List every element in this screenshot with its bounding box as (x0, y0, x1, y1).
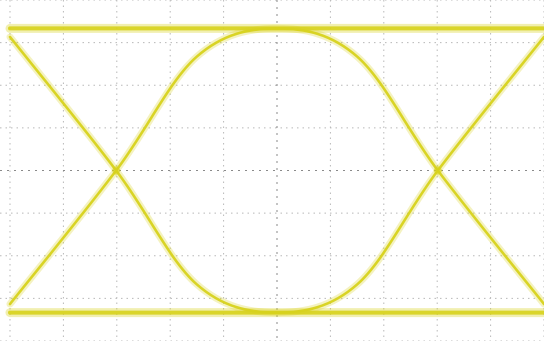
rising-falling-transition-trace (6, 24, 544, 308)
eye-traces (5, 23, 544, 318)
eye-crossing-point (433, 166, 442, 175)
falling-rising-transition-trace (8, 35, 544, 314)
eye-crossing-point (112, 166, 121, 175)
rising-falling-transition-trace (8, 27, 544, 306)
